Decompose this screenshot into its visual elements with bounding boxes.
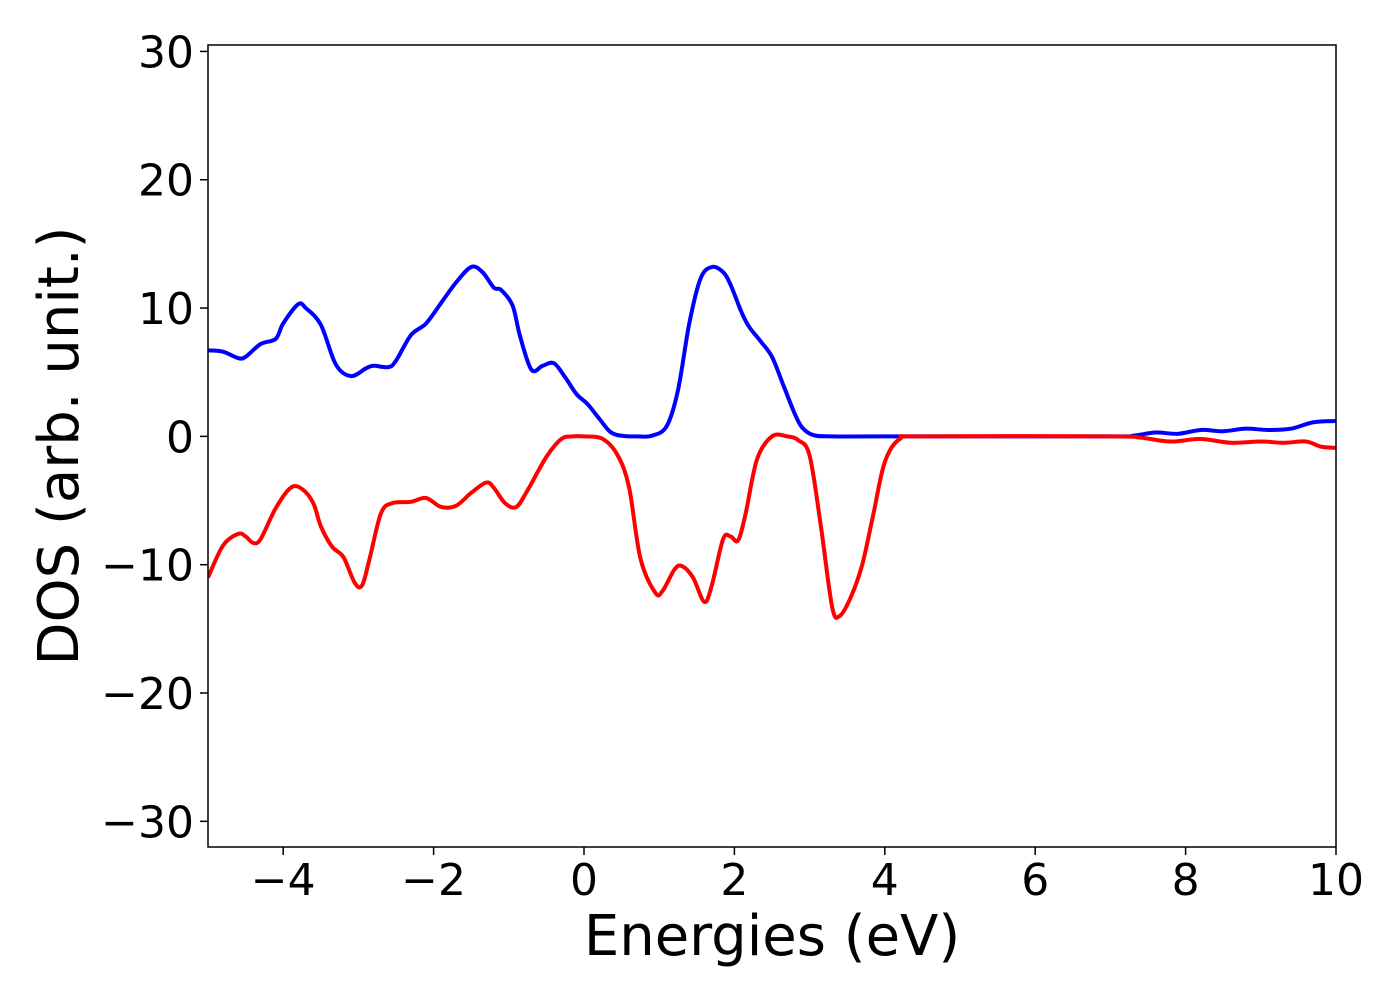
dos-series-line-2 bbox=[208, 432, 1336, 620]
y-tick-label: −30 bbox=[101, 797, 194, 848]
x-tick-label: 2 bbox=[720, 855, 748, 906]
x-tick-label: 8 bbox=[1172, 855, 1200, 906]
y-tick-label: 10 bbox=[138, 284, 194, 335]
y-tick-label: −10 bbox=[101, 541, 194, 592]
x-tick-label: −4 bbox=[251, 855, 316, 906]
y-tick-label: 30 bbox=[138, 27, 194, 78]
series-layer bbox=[208, 264, 1336, 620]
y-axis-label: DOS (arb. unit.) bbox=[27, 226, 92, 665]
y-tick-label: 20 bbox=[138, 156, 194, 207]
x-tick-label: 10 bbox=[1308, 855, 1364, 906]
x-axis-label: Energies (eV) bbox=[584, 904, 960, 969]
plot-frame bbox=[207, 44, 1337, 848]
dos-series-line-1 bbox=[208, 264, 1336, 439]
x-tick-label: −2 bbox=[401, 855, 466, 906]
x-tick-label: 0 bbox=[570, 855, 598, 906]
y-tick-label: 0 bbox=[166, 412, 194, 463]
y-tick-label: −20 bbox=[101, 669, 194, 720]
x-tick-label: 4 bbox=[871, 855, 899, 906]
x-tick-label: 6 bbox=[1021, 855, 1049, 906]
